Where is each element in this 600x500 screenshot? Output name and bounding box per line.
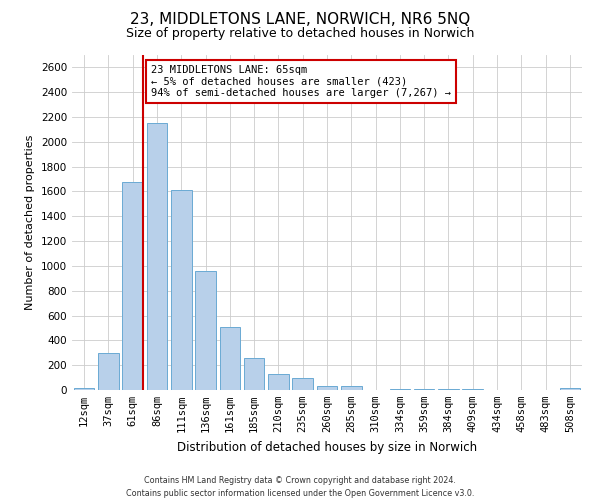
Text: Size of property relative to detached houses in Norwich: Size of property relative to detached ho… [126, 28, 474, 40]
Bar [74, 388, 94, 390]
Text: 23 MIDDLETONS LANE: 65sqm
← 5% of detached houses are smaller (423)
94% of semi-: 23 MIDDLETONS LANE: 65sqm ← 5% of detach… [151, 65, 451, 98]
Text: 23, MIDDLETONS LANE, NORWICH, NR6 5NQ: 23, MIDDLETONS LANE, NORWICH, NR6 5NQ [130, 12, 470, 28]
Bar [122, 182, 143, 390]
Bar [317, 386, 337, 390]
Bar [171, 190, 191, 390]
Bar [146, 123, 167, 390]
Bar [268, 374, 289, 390]
Bar [560, 388, 580, 390]
Bar [98, 353, 119, 390]
X-axis label: Distribution of detached houses by size in Norwich: Distribution of detached houses by size … [177, 440, 477, 454]
Bar [244, 358, 265, 390]
Bar [341, 386, 362, 390]
Text: Contains HM Land Registry data © Crown copyright and database right 2024.
Contai: Contains HM Land Registry data © Crown c… [126, 476, 474, 498]
Bar [195, 271, 216, 390]
Bar [220, 326, 240, 390]
Y-axis label: Number of detached properties: Number of detached properties [25, 135, 35, 310]
Bar [292, 378, 313, 390]
